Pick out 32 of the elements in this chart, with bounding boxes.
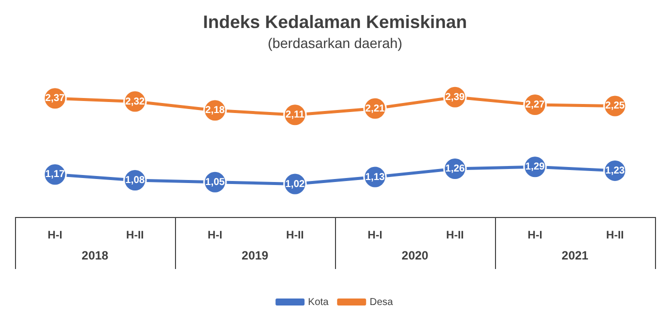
x-tick-label: H-I xyxy=(528,230,542,242)
x-tick-label: H-II xyxy=(446,230,464,242)
text: 2018 xyxy=(82,248,109,262)
data-label: 1,08 xyxy=(125,174,146,186)
x-tick-label: H-I xyxy=(48,230,62,242)
text: 2019 xyxy=(242,248,269,262)
data-label: 1,05 xyxy=(205,176,226,188)
data-label: 1,29 xyxy=(525,162,546,173)
data-label: 2,21 xyxy=(365,103,386,114)
data-label: 1,17 xyxy=(45,169,66,180)
data-label: 1,23 xyxy=(605,165,626,176)
x-tick-label: H-I xyxy=(368,230,382,242)
legend-label: Kota xyxy=(308,296,330,308)
data-label: 2,37 xyxy=(45,93,66,104)
data-label: 2,25 xyxy=(605,100,626,112)
data-label: 1,02 xyxy=(285,178,306,190)
text: 2021 xyxy=(562,248,589,262)
chart-subtitle: (berdasarkan daerah) xyxy=(268,34,402,51)
legend-label: Desa xyxy=(370,296,394,308)
data-label: 2,11 xyxy=(286,110,305,121)
x-tick-label: H-II xyxy=(126,230,144,242)
data-label: 2,39 xyxy=(445,92,466,103)
data-label: 2,32 xyxy=(125,96,146,108)
data-label: 2,27 xyxy=(525,99,546,110)
data-label: 2,18 xyxy=(205,105,226,116)
text: 2020 xyxy=(402,248,429,262)
x-tick-label: H-I xyxy=(208,230,222,242)
data-label: 1,13 xyxy=(365,172,386,183)
x-tick-label: H-II xyxy=(286,230,304,242)
x-tick-label: H-II xyxy=(606,230,624,242)
data-label: 1,26 xyxy=(445,164,466,175)
chart-title: Indeks Kedalaman Kemiskinan xyxy=(202,12,468,32)
